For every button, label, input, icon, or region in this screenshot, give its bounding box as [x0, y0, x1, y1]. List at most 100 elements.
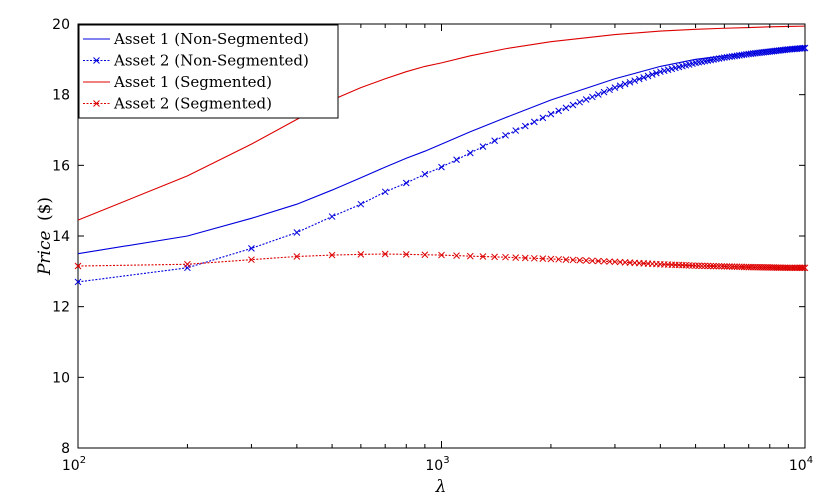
series-marker — [715, 55, 723, 62]
series-2 — [74, 44, 809, 286]
series-marker — [539, 114, 547, 122]
series-marker — [530, 118, 538, 126]
series-marker — [582, 257, 590, 264]
series-marker — [569, 101, 577, 109]
series-marker — [800, 264, 807, 272]
series-marker — [695, 262, 703, 270]
series-marker — [588, 93, 596, 101]
series-marker — [715, 262, 723, 270]
series-marker — [712, 262, 720, 270]
series-marker — [718, 54, 726, 62]
legend-marker — [93, 57, 100, 64]
series-marker — [588, 257, 596, 265]
series-marker — [381, 188, 389, 196]
series-marker — [644, 72, 652, 80]
series-line — [77, 47, 806, 283]
series-marker — [328, 251, 336, 259]
series-marker — [502, 253, 509, 261]
series-marker — [248, 256, 255, 264]
series-marker — [576, 98, 584, 106]
series-marker — [491, 253, 498, 261]
ticks-layer: 8 10 12 14 16 18 20 102 103 104 — [52, 17, 813, 474]
series-marker — [293, 253, 301, 260]
y-tick-label: 12 — [52, 300, 70, 316]
series-marker — [569, 256, 577, 264]
series-marker — [512, 127, 520, 134]
legend: Asset 1 (Non-Segmented) Asset 2 (Non-Segm… — [78, 24, 339, 119]
legend-marker — [93, 100, 100, 107]
series-marker — [795, 264, 802, 272]
x-axis-title: λ — [435, 477, 447, 497]
series-marker — [530, 254, 538, 262]
series-marker — [606, 258, 613, 265]
y-axis-title-unit: ($) — [35, 197, 55, 221]
series-marker — [793, 264, 801, 272]
series-marker — [453, 252, 460, 259]
series-marker — [800, 44, 807, 52]
series-marker — [701, 262, 709, 270]
series-marker — [640, 74, 648, 81]
series-marker — [611, 84, 619, 91]
series-marker — [731, 263, 738, 271]
series-marker — [512, 254, 520, 261]
series-marker — [466, 149, 474, 157]
series-marker — [357, 200, 365, 208]
series-marker — [723, 263, 731, 270]
series-marker — [357, 251, 365, 258]
series-marker — [621, 80, 629, 88]
y-tick-label: 18 — [52, 88, 70, 104]
y-axis-title: Price ($) — [35, 197, 55, 276]
series-marker — [660, 67, 668, 75]
series-marker — [539, 255, 547, 263]
series-marker — [616, 258, 624, 266]
y-tick-label: 8 — [61, 441, 70, 457]
legend-label: Asset 2 (Segmented) — [113, 95, 272, 113]
series-marker — [600, 88, 608, 96]
y-tick-label: 14 — [52, 229, 70, 245]
y-tick-label: 10 — [52, 370, 70, 386]
series-marker — [328, 213, 336, 220]
series-marker — [438, 251, 445, 259]
series-marker — [698, 262, 706, 270]
series-marker — [562, 104, 570, 112]
series-marker — [728, 263, 736, 270]
series-marker — [248, 245, 255, 252]
series-marker — [547, 255, 555, 263]
series-marker — [184, 260, 191, 268]
series-marker — [626, 78, 634, 86]
series-marker — [616, 82, 624, 90]
series-marker — [801, 264, 809, 272]
series-marker — [707, 262, 714, 270]
series-marker — [521, 122, 529, 130]
series-marker — [521, 254, 529, 262]
series-marker — [796, 264, 804, 272]
legend-label: Asset 1 (Segmented) — [113, 73, 272, 91]
x-tick-label: 103 — [425, 455, 449, 474]
series-marker — [421, 170, 429, 178]
series-marker — [453, 156, 460, 164]
series-marker — [721, 263, 728, 270]
series-marker — [466, 252, 474, 260]
y-axis-title-main: Price — [35, 230, 55, 276]
series-marker — [631, 77, 639, 85]
series-marker — [710, 262, 717, 270]
series-marker — [74, 278, 82, 286]
series-marker — [576, 256, 584, 264]
series-marker — [293, 229, 301, 236]
x-tick-label: 104 — [789, 455, 813, 474]
series-marker — [656, 68, 664, 76]
series-marker — [555, 107, 562, 115]
series-marker — [402, 251, 410, 258]
legend-box — [78, 24, 339, 119]
series-marker — [635, 75, 643, 83]
series-4 — [74, 250, 809, 272]
series-marker — [801, 44, 809, 52]
series-marker — [562, 256, 570, 263]
series-marker — [600, 257, 608, 265]
series-marker — [594, 91, 602, 98]
series-marker — [726, 263, 733, 270]
series-marker — [547, 110, 555, 118]
y-tick-label: 16 — [52, 158, 70, 174]
series-marker — [798, 264, 806, 272]
